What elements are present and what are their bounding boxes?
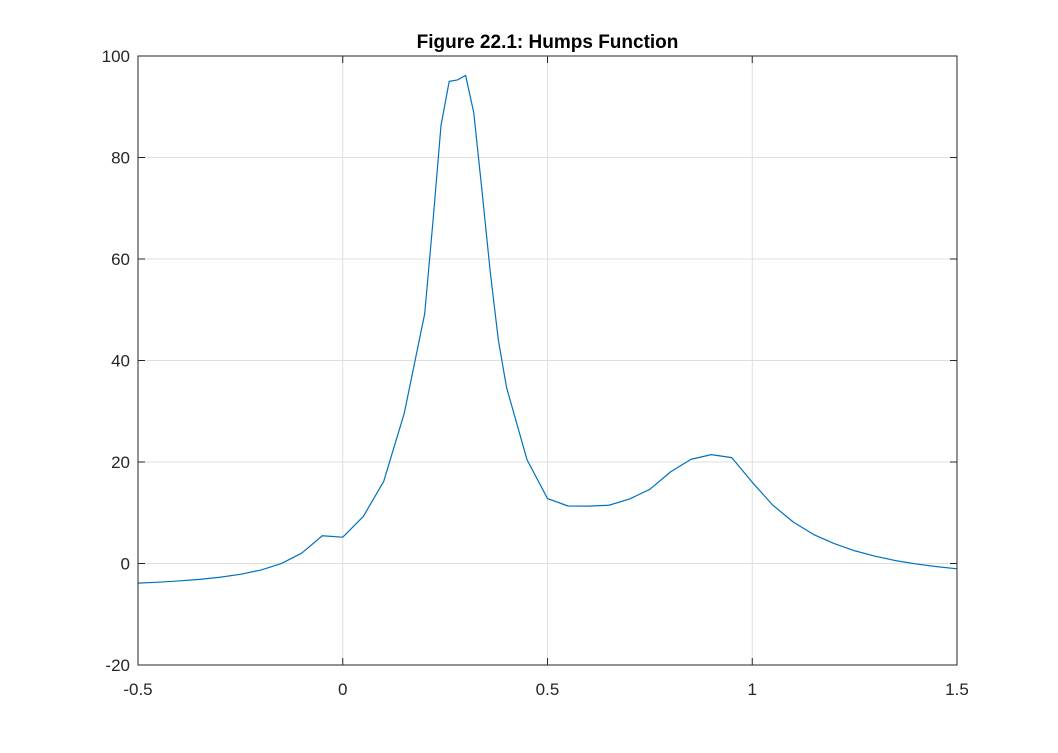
y-tick-label: 80 [111,149,130,168]
grid [138,56,957,665]
y-tick-label: 60 [111,250,130,269]
axes [137,55,958,666]
x-tick-label: 1 [748,680,757,699]
series-layer [137,74,958,584]
y-tick-label: 100 [102,47,130,66]
x-tick-label: 0.5 [536,680,560,699]
x-tick-label: 0 [338,680,347,699]
y-tick-label: 0 [121,555,130,574]
tick-labels: -0.5 0 0.5 1 1.5 -20 0 20 40 60 80 100 [102,47,969,699]
chart-title: Figure 22.1: Humps Function [417,32,679,53]
y-tick-label: 20 [111,453,130,472]
y-tick-label: -20 [105,656,130,675]
x-tick-label: 1.5 [945,680,969,699]
x-tick-label: -0.5 [123,680,152,699]
y-tick-label: 40 [111,352,130,371]
series-line [137,74,958,584]
